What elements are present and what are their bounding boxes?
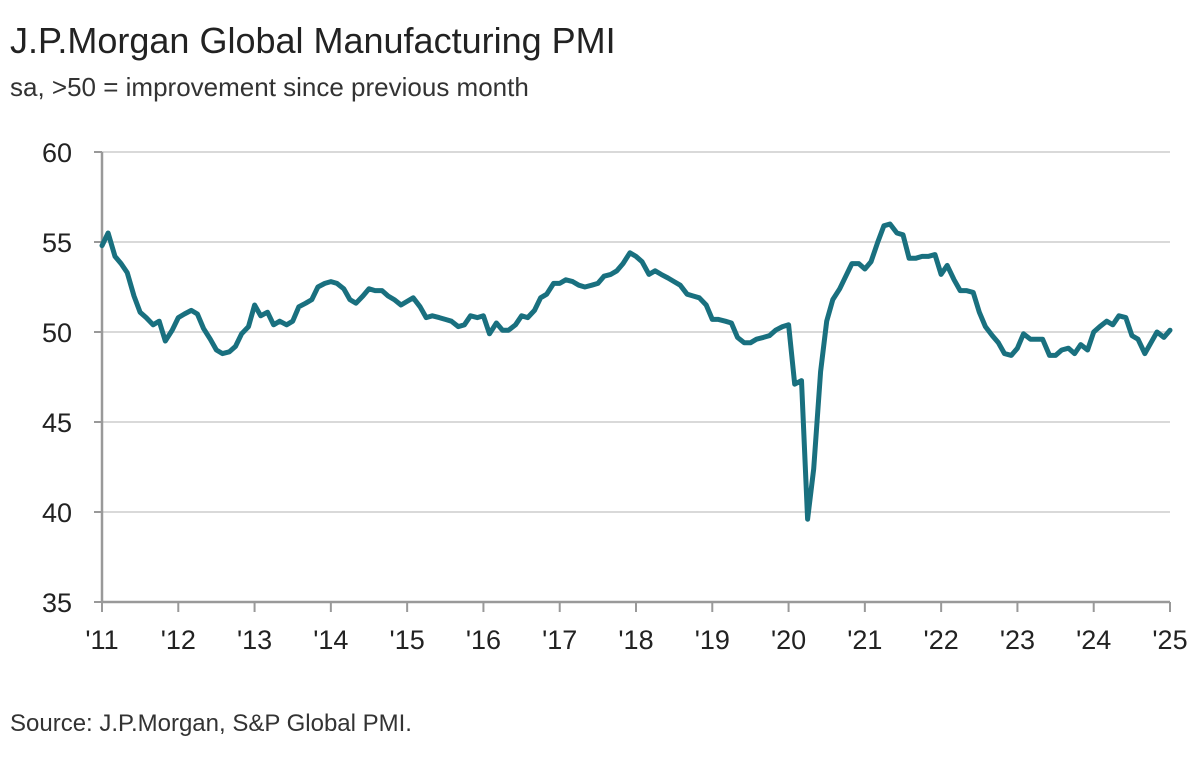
x-tick-label-2015: '15	[390, 625, 425, 655]
series-lines	[99, 221, 1173, 522]
x-tick-label-2025: '25	[1152, 625, 1187, 655]
y-tick-label-35: 35	[42, 588, 72, 618]
x-tick-label-2013: '13	[237, 625, 272, 655]
x-tick-label-2021: '21	[847, 625, 882, 655]
x-tick-label-2019: '19	[695, 625, 730, 655]
chart-subtitle: sa, >50 = improvement since previous mon…	[10, 72, 529, 102]
gridlines	[102, 151, 1170, 513]
x-tick-label-2016: '16	[466, 625, 501, 655]
x-tick-label-2023: '23	[1000, 625, 1035, 655]
x-tick-label-2024: '24	[1076, 625, 1111, 655]
y-tick-label-50: 50	[42, 318, 72, 348]
x-tick-label-2018: '18	[618, 625, 653, 655]
chart-source: Source: J.P.Morgan, S&P Global PMI.	[10, 710, 412, 737]
x-tick-label-2014: '14	[313, 625, 348, 655]
x-tick-label-2017: '17	[542, 625, 577, 655]
x-axis: '11 '12 '13 '14 '15 '16 '17 '18 '19 '20 '21 '22 '23 '…	[85, 152, 1188, 655]
chart-title: J.P.Morgan Global Manufacturing PMI	[10, 20, 616, 61]
series-line-0	[99, 221, 1173, 522]
y-tick-label-60: 60	[42, 138, 72, 168]
pmi-line-chart: 35 40 45 50 55 60 '11 '12 '13 '14 '15 '16 '17 '18 '19…	[42, 138, 1188, 655]
x-tick-label-2020: '20	[771, 625, 806, 655]
y-axis-ticks: 35 40 45 50 55 60	[42, 138, 102, 618]
x-tick-label-2011: '11	[85, 625, 118, 655]
x-tick-label-2022: '22	[924, 625, 959, 655]
y-tick-label-55: 55	[42, 228, 72, 258]
y-tick-label-40: 40	[42, 498, 72, 528]
y-tick-label-45: 45	[42, 408, 72, 438]
x-tick-label-2012: '12	[161, 625, 196, 655]
